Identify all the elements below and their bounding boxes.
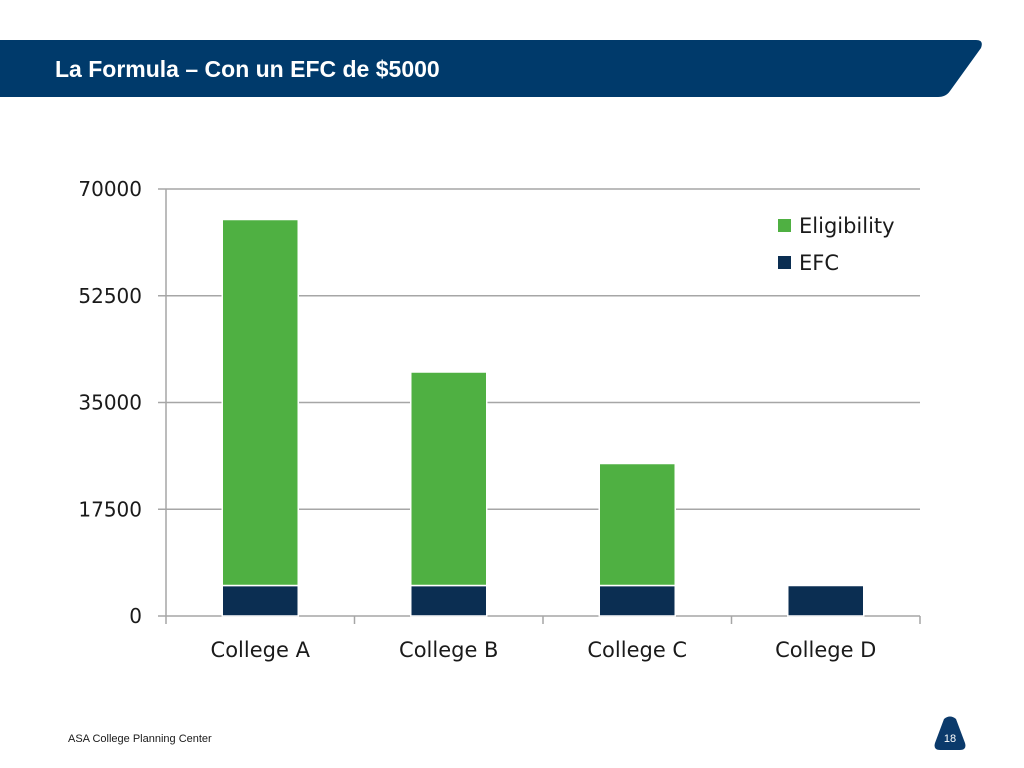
bar-eligibility-college-a xyxy=(221,218,299,587)
y-tick-label: 17500 xyxy=(78,497,142,521)
legend-swatch xyxy=(778,256,791,269)
bar-efc-college-b xyxy=(410,584,488,617)
x-tick-label: College C xyxy=(587,638,687,662)
legend-label: Eligibility xyxy=(799,214,895,238)
footer-text: ASA College Planning Center xyxy=(68,733,212,745)
title-banner-shape xyxy=(0,40,982,97)
legend-swatch xyxy=(778,219,791,232)
bar-efc-college-d xyxy=(787,584,865,617)
bars xyxy=(221,218,865,617)
y-tick-label: 0 xyxy=(129,604,142,628)
x-tick-labels: College A College B College C College D xyxy=(211,638,877,662)
x-tick-label: College D xyxy=(775,638,876,662)
page-number: 18 xyxy=(943,733,957,745)
x-tick-label: College A xyxy=(211,638,311,662)
title-banner xyxy=(0,40,984,97)
bar-eligibility-college-b xyxy=(410,371,488,587)
legend: Eligibility EFC xyxy=(778,214,895,275)
y-tick-labels: 0 17500 35000 52500 70000 xyxy=(78,177,142,628)
slide-title: La Formula – Con un EFC de $5000 xyxy=(55,56,440,82)
bar-efc-college-a xyxy=(221,584,299,617)
bar-efc-college-c xyxy=(598,584,676,617)
bar-eligibility-college-c xyxy=(598,462,676,587)
y-tick-label: 52500 xyxy=(78,284,142,308)
x-tick-label: College B xyxy=(399,638,498,662)
y-tick-label: 35000 xyxy=(78,391,142,415)
page-badge xyxy=(934,716,966,750)
y-tick-label: 70000 xyxy=(78,177,142,201)
legend-label: EFC xyxy=(799,251,839,275)
